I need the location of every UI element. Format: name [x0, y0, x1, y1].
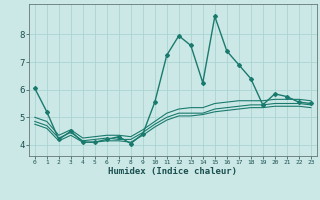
X-axis label: Humidex (Indice chaleur): Humidex (Indice chaleur): [108, 167, 237, 176]
